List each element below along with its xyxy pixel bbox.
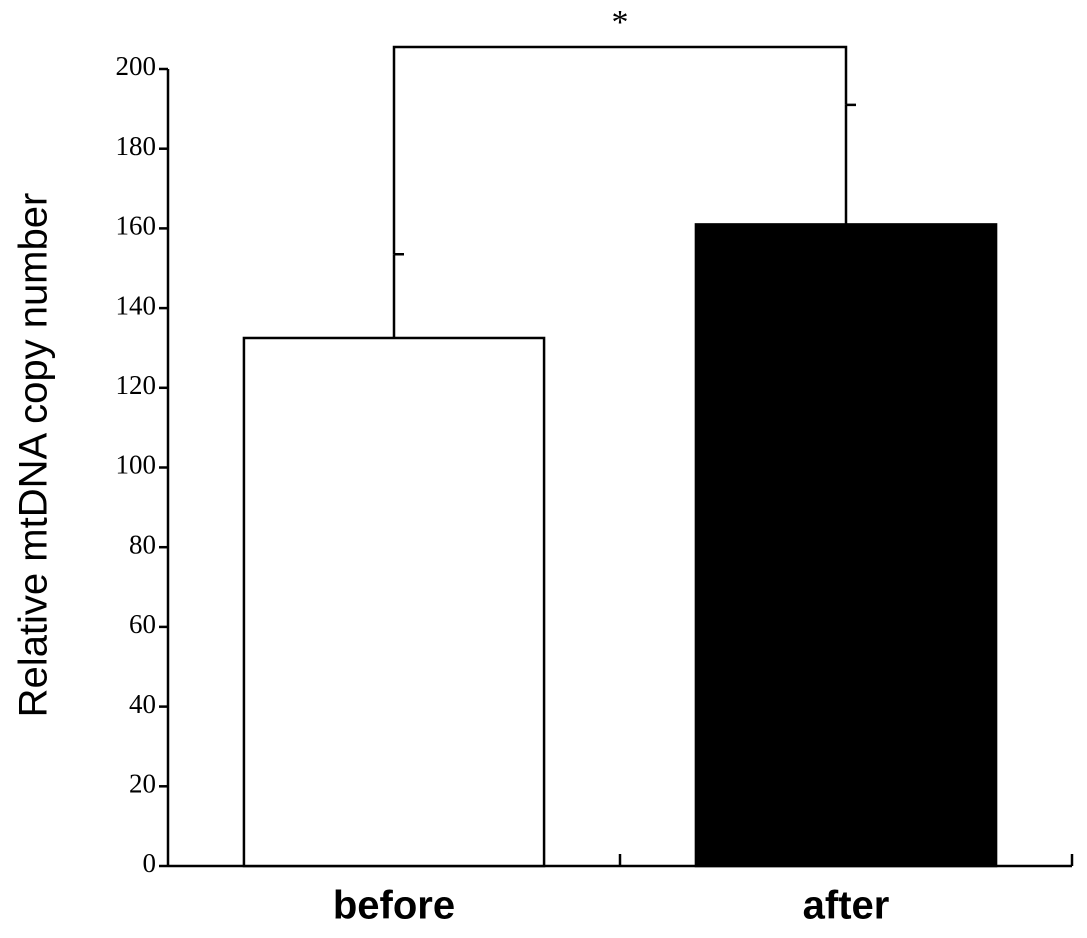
y-tick-label: 140 (116, 290, 157, 320)
x-tick-label: after (803, 884, 890, 928)
y-tick-label: 100 (116, 450, 157, 480)
y-axis-label: Relative mtDNA copy number (12, 193, 56, 718)
significance-bracket (392, 45, 848, 255)
y-tick-label: 0 (143, 848, 157, 878)
bar (242, 336, 546, 868)
y-tick-label: 40 (129, 689, 156, 719)
y-tick-label: 60 (129, 609, 156, 639)
y-tick-label: 120 (116, 370, 157, 400)
y-tick-label: 80 (129, 529, 156, 559)
bar (694, 223, 998, 868)
significance-marker: * (612, 4, 629, 41)
y-tick-label: 180 (116, 131, 157, 161)
y-tick-label: 20 (129, 769, 156, 799)
x-tick-label: before (333, 884, 455, 928)
y-tick-label: 200 (116, 51, 157, 81)
y-tick-label: 160 (116, 211, 157, 241)
error-bar (844, 103, 856, 225)
error-bar (392, 253, 404, 338)
